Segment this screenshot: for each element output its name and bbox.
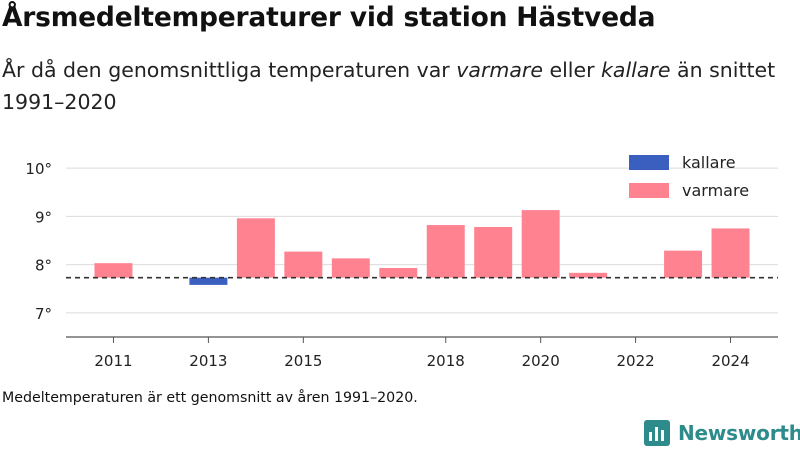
bar bbox=[664, 250, 703, 278]
brand-name: Newsworthy bbox=[678, 421, 800, 445]
temperature-bar-chart: 10° 9° 8° 7° 2011 2013 2015 2018 2020 2022 2024 kal… bbox=[25, 153, 778, 370]
legend-label: varmare bbox=[682, 181, 749, 200]
chart-title: Årsmedeltemperaturer vid station Hästved… bbox=[2, 2, 656, 33]
bar bbox=[236, 218, 275, 278]
bar bbox=[474, 226, 513, 278]
bar bbox=[521, 210, 560, 278]
y-tick-label: 10° bbox=[25, 160, 52, 178]
footnote: Medeltemperaturen är ett genomsnitt av å… bbox=[2, 390, 418, 406]
brand-logo: Newsworthy bbox=[644, 420, 800, 446]
x-tick-label: 2018 bbox=[427, 352, 465, 370]
bar bbox=[284, 251, 323, 278]
legend-swatch bbox=[629, 155, 669, 170]
subtitle-part: År då den genomsnittliga temperaturen va… bbox=[2, 58, 457, 82]
x-tick-label: 2020 bbox=[522, 352, 560, 370]
x-tick-label: 2015 bbox=[284, 352, 322, 370]
bar bbox=[94, 263, 133, 278]
x-tick-label: 2022 bbox=[617, 352, 655, 370]
bar bbox=[189, 277, 228, 285]
x-tick-label: 2011 bbox=[94, 352, 132, 370]
subtitle-colder: kallare bbox=[601, 58, 671, 82]
y-tick-label: 8° bbox=[35, 257, 52, 275]
subtitle-part: eller bbox=[542, 58, 602, 82]
x-tick-label: 2013 bbox=[189, 352, 227, 370]
bar bbox=[426, 225, 465, 278]
legend-swatch bbox=[629, 183, 669, 198]
y-tick-label: 7° bbox=[35, 305, 52, 323]
x-tick-label: 2024 bbox=[711, 352, 749, 370]
subtitle-part: än snittet 1991–2020 bbox=[2, 58, 776, 114]
bar-chart-icon bbox=[644, 420, 670, 446]
y-tick-label: 9° bbox=[35, 208, 52, 226]
bar bbox=[331, 258, 370, 278]
bar bbox=[569, 272, 608, 278]
chart-subtitle: År då den genomsnittliga temperaturen va… bbox=[2, 54, 792, 118]
bar bbox=[711, 228, 750, 278]
bar bbox=[379, 268, 418, 278]
legend-label: kallare bbox=[682, 153, 736, 172]
subtitle-warmer: varmare bbox=[456, 58, 543, 82]
